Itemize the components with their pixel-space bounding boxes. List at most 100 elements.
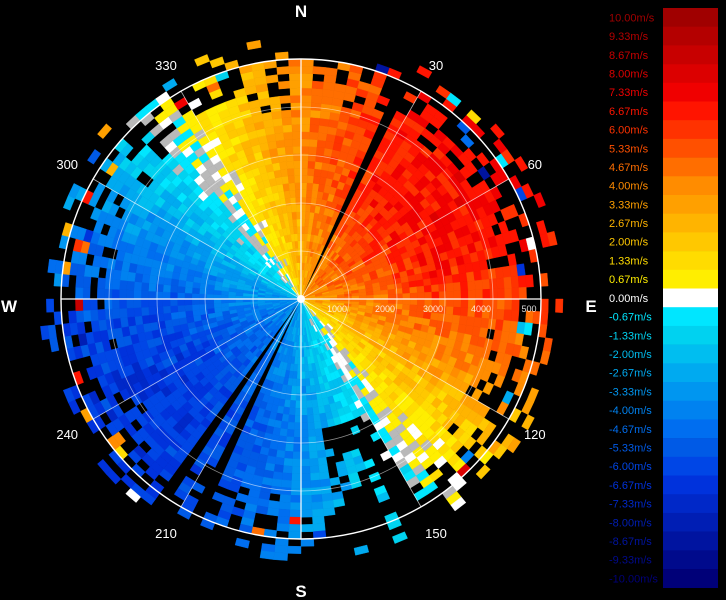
legend-label: -3.33m/s [609, 386, 652, 398]
velocity-cell [284, 146, 294, 155]
velocity-cell [380, 289, 389, 296]
velocity-cell [402, 293, 411, 300]
velocity-cell [475, 464, 491, 480]
velocity-cell [126, 307, 135, 318]
velocity-cell [289, 502, 302, 511]
velocity-cell [276, 66, 290, 75]
velocity-cell [184, 292, 193, 300]
velocity-cell [118, 298, 127, 309]
range-ring-label: 1000 [327, 304, 347, 314]
velocity-cell [437, 313, 447, 323]
legend-swatch [663, 120, 718, 140]
velocity-cell [282, 465, 293, 474]
velocity-cell [313, 168, 322, 178]
velocity-cell [373, 290, 382, 296]
velocity-cell [320, 419, 329, 429]
legend-label: 4.67m/s [609, 162, 649, 174]
legend-label: 6.67m/s [609, 106, 649, 118]
velocity-cell [213, 298, 222, 304]
velocity-cell [276, 523, 290, 532]
legend-label: 2.00m/s [609, 237, 649, 249]
velocity-cell [162, 291, 171, 300]
velocity-cell [277, 80, 291, 90]
velocity-cell [423, 285, 433, 293]
velocity-cell [387, 288, 396, 295]
legend-label: -8.67m/s [609, 536, 652, 548]
velocity-cell [148, 274, 158, 285]
velocity-cell [169, 298, 178, 307]
velocity-cell [525, 274, 534, 288]
velocity-cell [444, 274, 454, 285]
velocity-cell [242, 301, 251, 306]
velocity-cell [291, 458, 302, 467]
velocity-cell [300, 80, 313, 89]
legend-label: 10.00m/s [609, 12, 655, 24]
legend-swatch [663, 26, 718, 46]
legend-label: -4.67m/s [609, 424, 652, 436]
velocity-cell [290, 480, 302, 489]
velocity-cell [268, 96, 281, 106]
legend-swatch [663, 82, 718, 102]
velocity-cell [416, 285, 425, 294]
velocity-cell [147, 298, 156, 308]
velocity-cell [409, 286, 418, 294]
velocity-cell [478, 259, 489, 271]
velocity-cell [300, 538, 315, 547]
velocity-cell [308, 138, 318, 148]
velocity-cell [111, 298, 120, 310]
velocity-cell [312, 66, 326, 75]
velocity-cell [177, 298, 185, 306]
velocity-cell [283, 190, 291, 199]
velocity-cell [266, 507, 280, 517]
velocity-cell [284, 138, 294, 148]
velocity-cell [118, 289, 127, 300]
velocity-cell [392, 531, 408, 544]
velocity-cell [148, 282, 157, 292]
velocity-cell [300, 218, 306, 227]
velocity-cell [278, 501, 291, 511]
velocity-cell [311, 508, 325, 518]
legend-swatch [663, 213, 718, 233]
velocity-cell [294, 182, 302, 191]
velocity-cell [490, 123, 505, 139]
velocity-cell [422, 278, 432, 287]
velocity-cell [459, 281, 469, 291]
velocity-cell [191, 293, 200, 300]
velocity-cell [300, 204, 307, 213]
velocity-cell [127, 316, 136, 327]
velocity-cell [460, 298, 469, 309]
velocity-cell [140, 298, 149, 308]
velocity-cell [177, 292, 185, 300]
velocity-cell [452, 282, 462, 292]
velocity-cell [277, 508, 291, 518]
velocity-cell [292, 451, 302, 460]
legend-label: -2.00m/s [609, 349, 652, 361]
velocity-cell [89, 309, 99, 322]
velocity-cell [284, 443, 294, 452]
legend-swatch [663, 64, 718, 84]
velocity-cell [514, 156, 529, 172]
velocity-cell [276, 442, 287, 452]
velocity-cell [318, 464, 329, 473]
velocity-cell [451, 273, 461, 284]
velocity-cell [155, 291, 164, 300]
velocity-cell [478, 327, 489, 339]
velocity-cell [437, 275, 447, 285]
velocity-cell [279, 161, 288, 170]
legend-swatch [663, 176, 718, 196]
velocity-cell [350, 425, 361, 436]
velocity-cell [291, 124, 302, 133]
velocity-cell [293, 160, 302, 169]
velocity-cell [169, 291, 178, 300]
velocity-cell [322, 507, 336, 517]
velocity-cell [387, 293, 396, 300]
velocity-cell [111, 308, 121, 320]
velocity-cell [293, 436, 302, 445]
legend-label: 2.67m/s [609, 218, 649, 230]
velocity-cell [177, 285, 186, 294]
velocity-cell [133, 289, 142, 300]
velocity-cell [169, 285, 179, 293]
legend-label: 4.00m/s [609, 181, 649, 193]
velocity-cell [206, 293, 215, 300]
velocity-cell [466, 109, 482, 125]
